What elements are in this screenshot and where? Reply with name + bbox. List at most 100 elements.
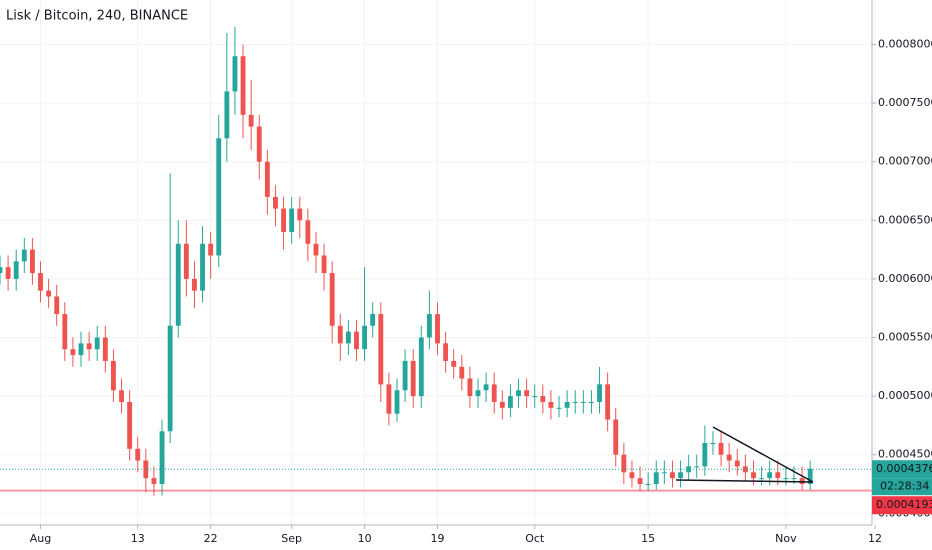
candle-body xyxy=(167,325,173,432)
candle-body xyxy=(21,249,27,262)
triangle-top-line xyxy=(712,426,814,483)
candle-body xyxy=(564,401,570,408)
y-tick-label: 0.0004500 xyxy=(878,448,932,461)
candle-body xyxy=(305,220,311,244)
x-tick-label: 13 xyxy=(131,532,145,545)
candle-body xyxy=(767,472,773,479)
candle-body xyxy=(613,419,619,455)
candle-body xyxy=(605,384,611,420)
x-tick-label: 12 xyxy=(868,532,882,545)
candle-body xyxy=(532,396,538,398)
y-tick-label: 0.0008000 xyxy=(878,38,932,51)
candle-body xyxy=(151,478,157,484)
candle-body xyxy=(734,460,740,467)
candle-body xyxy=(718,442,724,455)
last-price-tag xyxy=(872,460,932,479)
candle-body xyxy=(402,360,408,391)
candle-body xyxy=(783,478,789,480)
candle-body xyxy=(337,325,343,344)
candle-body xyxy=(686,466,692,473)
candle-body xyxy=(702,442,708,467)
candle-body xyxy=(751,472,756,479)
candle-body xyxy=(0,267,3,274)
candle-body xyxy=(345,331,351,344)
candle-body xyxy=(135,448,141,461)
candle-body xyxy=(216,138,222,256)
candle-body xyxy=(183,243,189,279)
candle-body xyxy=(694,466,700,468)
candle-body xyxy=(224,91,230,139)
candle-body xyxy=(637,478,643,484)
candle-body xyxy=(240,56,246,115)
y-tick-label: 0.0006500 xyxy=(878,213,932,226)
candle-body xyxy=(329,273,335,326)
candle-body xyxy=(410,360,416,397)
candle-body xyxy=(313,243,319,256)
candle-body xyxy=(572,401,578,403)
candle-body xyxy=(524,390,530,397)
candle-body xyxy=(483,384,489,391)
candle-body xyxy=(143,460,149,479)
last-price-label: 0.0004376 xyxy=(876,462,932,475)
candle-body xyxy=(475,390,481,397)
x-tick-label: Oct xyxy=(525,532,545,545)
candle-body xyxy=(653,472,659,484)
x-tick-label: Sep xyxy=(281,532,302,545)
horizontal-line-label: 0.0004193 xyxy=(876,498,932,511)
candle-body xyxy=(540,396,546,402)
candle-body xyxy=(678,472,683,479)
candle-body xyxy=(467,378,473,397)
candle-body xyxy=(710,442,716,444)
candle-body xyxy=(289,208,295,233)
candle-body xyxy=(46,290,52,297)
candle-body xyxy=(200,243,205,291)
candle-body xyxy=(208,243,214,256)
candle-body xyxy=(394,390,400,414)
candle-body xyxy=(491,384,497,402)
candle-body xyxy=(86,343,92,350)
candle-body xyxy=(516,390,521,397)
candle-body xyxy=(281,208,286,233)
candle-body xyxy=(378,314,384,385)
x-tick-label: Aug xyxy=(30,532,51,545)
candle-body xyxy=(507,396,513,408)
y-tick-label: 0.0005500 xyxy=(878,331,932,344)
candle-body xyxy=(791,478,797,480)
x-tick-label: 10 xyxy=(358,532,372,545)
y-tick-label: 0.0005000 xyxy=(878,389,932,402)
candle-body xyxy=(621,454,627,473)
candle-body xyxy=(38,273,43,291)
candle-body xyxy=(110,360,116,391)
candle-body xyxy=(589,401,594,403)
candle-body xyxy=(807,468,813,484)
candle-body xyxy=(119,390,124,402)
candle-body xyxy=(102,337,108,361)
candle-body xyxy=(362,325,368,350)
x-tick-label: 15 xyxy=(641,532,655,545)
candles xyxy=(0,26,813,496)
candle-body xyxy=(548,401,554,408)
candle-body xyxy=(499,401,505,408)
candle-body xyxy=(418,337,424,397)
countdown-label: 02:28:34 xyxy=(880,480,929,493)
x-tick-label: 19 xyxy=(431,532,445,545)
candle-body xyxy=(13,261,19,279)
horizontal-line-tag xyxy=(872,496,932,515)
candle-body xyxy=(354,331,359,350)
candle-body xyxy=(580,401,586,403)
candle-body xyxy=(70,349,76,356)
candle-body xyxy=(799,478,805,484)
axes: 0.00040000.00045000.00050000.00055000.00… xyxy=(30,38,932,545)
candle-body xyxy=(459,366,465,379)
candle-body xyxy=(54,296,60,315)
candle-body xyxy=(426,314,432,338)
grid xyxy=(0,0,876,525)
candle-body xyxy=(759,478,765,480)
candle-body xyxy=(175,243,181,326)
candle-body xyxy=(451,360,457,367)
candle-body xyxy=(192,278,197,291)
candle-body xyxy=(297,208,303,221)
chart-title: Lisk / Bitcoin, 240, BINANCE xyxy=(6,9,188,24)
